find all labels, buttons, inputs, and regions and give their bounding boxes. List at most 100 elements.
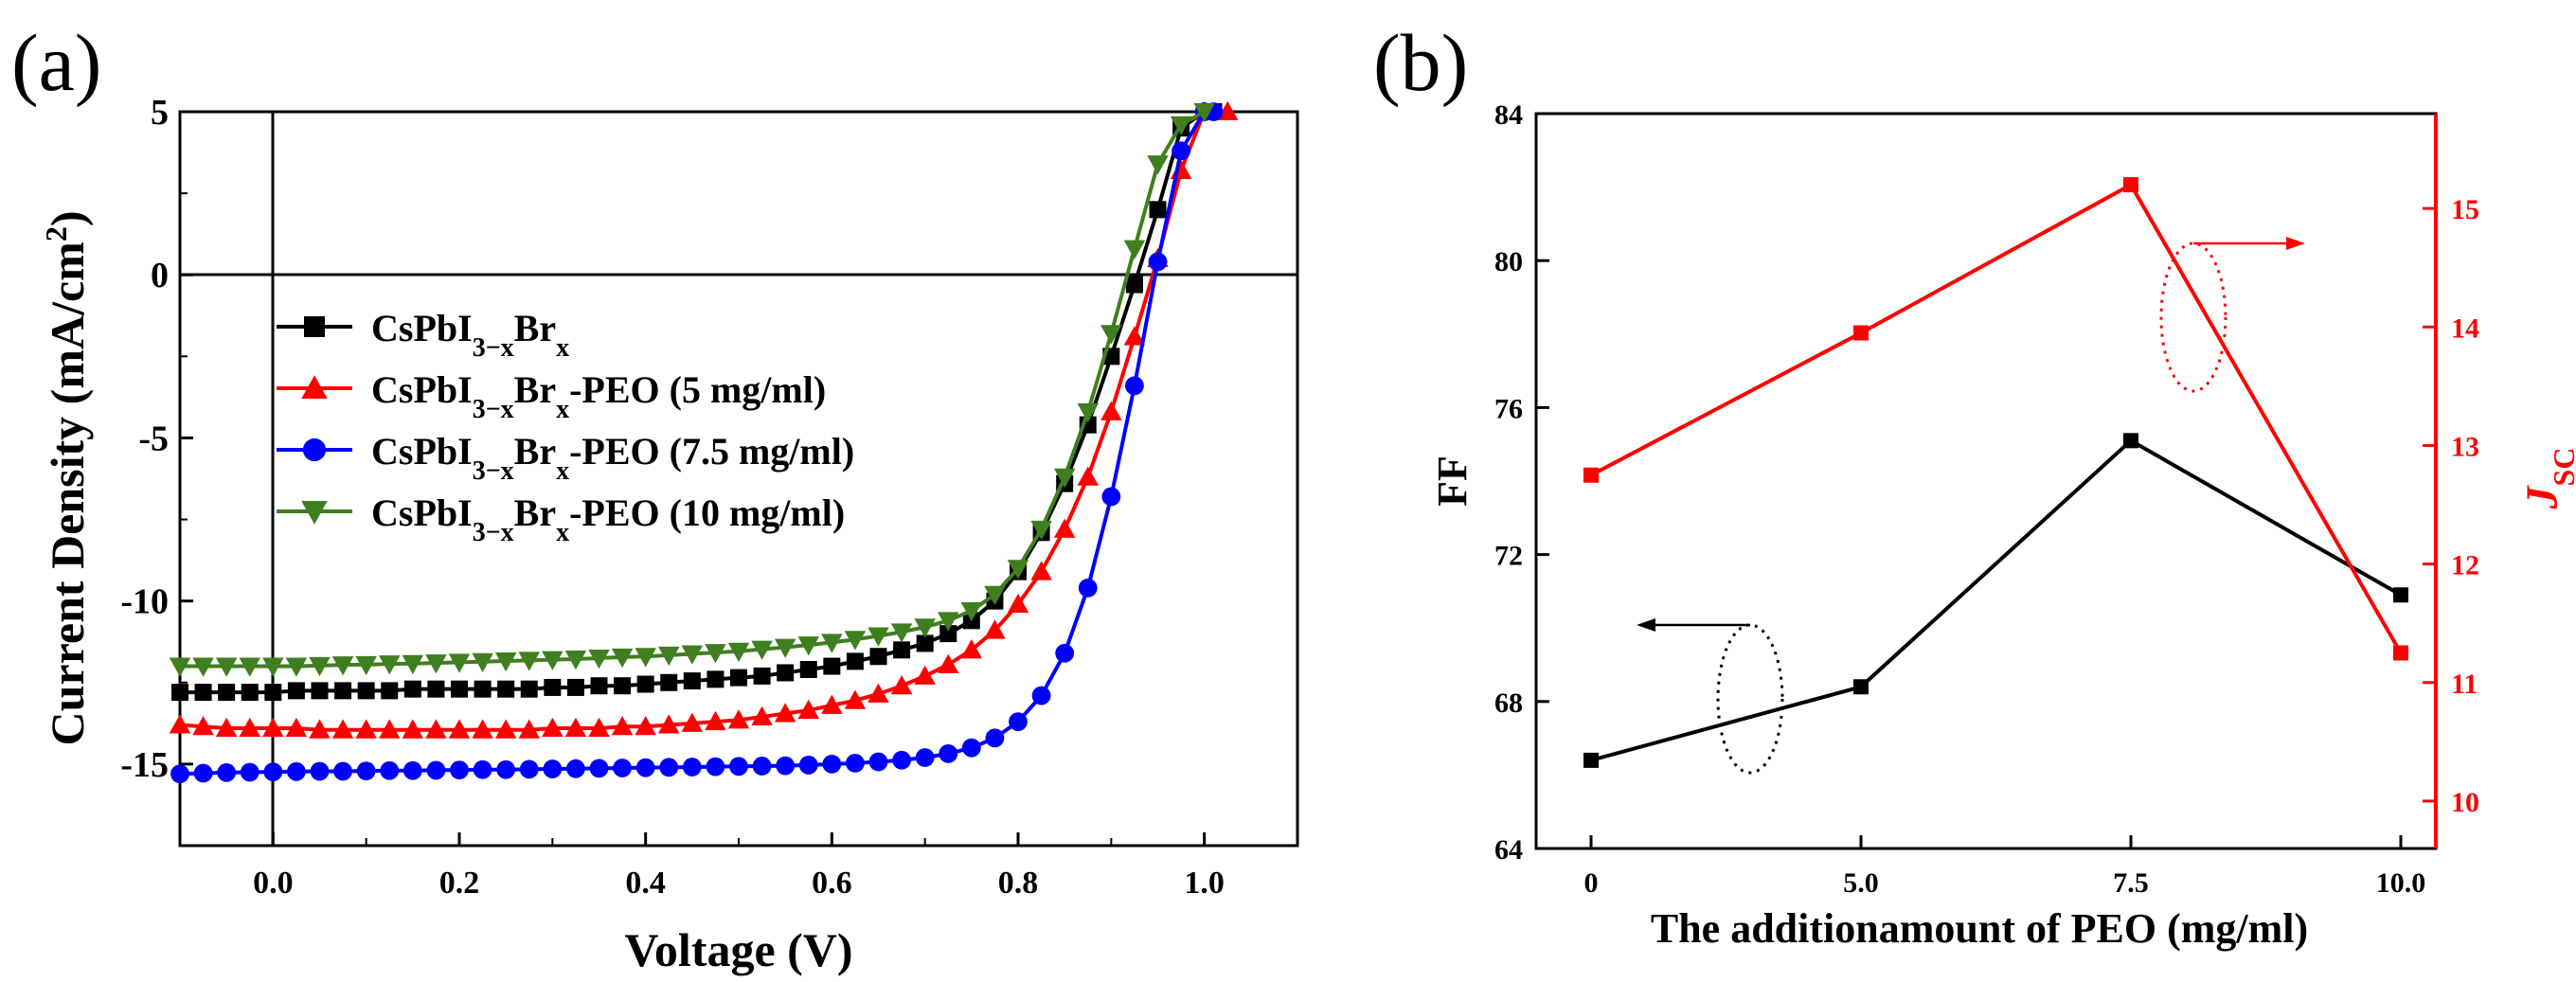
data-point	[333, 761, 352, 781]
data-point	[844, 689, 867, 709]
series-line	[180, 110, 1214, 695]
data-point	[402, 760, 422, 780]
data-point	[170, 764, 189, 784]
series-3	[169, 103, 1215, 677]
data-point	[426, 760, 446, 780]
jsc-dotted-ellipse	[2159, 241, 2227, 393]
data-point	[2123, 177, 2138, 193]
data-point	[494, 719, 517, 739]
data-point	[309, 719, 331, 739]
data-point	[869, 648, 887, 666]
data-point	[564, 650, 587, 670]
y2-tick-label: 12	[2451, 550, 2479, 581]
y2-tick-label: 15	[2451, 194, 2479, 225]
series-line	[179, 110, 1214, 777]
data-point	[660, 673, 678, 691]
legend-label: CsPbI3−xBrx-PEO (10 mg/ml)	[371, 491, 845, 547]
x-tick-label: 0	[1584, 867, 1599, 899]
data-point	[355, 719, 377, 739]
x-tick-label: 7.5	[2113, 867, 2149, 899]
data-point	[194, 684, 212, 702]
data-point	[217, 762, 237, 782]
data-point	[331, 656, 354, 676]
data-point	[682, 758, 702, 777]
data-point	[1172, 141, 1190, 161]
data-point	[497, 680, 515, 698]
panel-b-y2-ticks: 10 11 12 13 14 15	[2423, 194, 2479, 818]
data-point	[681, 645, 704, 665]
data-point	[797, 699, 819, 720]
data-point	[356, 761, 376, 781]
data-point	[961, 738, 981, 758]
data-point	[192, 716, 214, 736]
data-point	[611, 648, 634, 669]
data-point	[520, 680, 538, 698]
y-tick-label: 76	[1494, 393, 1523, 424]
series-line	[1590, 437, 2402, 762]
panel-b-jsc-annotation	[2159, 237, 2305, 393]
data-point	[403, 680, 421, 698]
data-point	[1123, 326, 1146, 346]
data-point	[543, 759, 563, 778]
y2-tick-label: 11	[2451, 669, 2478, 700]
data-point	[239, 657, 260, 677]
data-point	[823, 657, 841, 675]
legend-marker	[301, 501, 328, 525]
data-point	[613, 759, 632, 777]
jsc-arrow-head	[2286, 237, 2305, 250]
y-tick-label: 68	[1494, 687, 1523, 719]
data-point	[1193, 103, 1215, 123]
data-point	[285, 717, 308, 737]
data-point	[614, 677, 632, 695]
data-point	[797, 636, 819, 656]
data-point	[262, 657, 284, 677]
data-point	[636, 675, 654, 693]
legend-marker	[304, 316, 325, 337]
panel-b-x-ticks: 0 5.0 7.5 10.0	[1584, 835, 2425, 899]
data-point	[939, 625, 957, 643]
legend-label: CsPbI3−xBrx-PEO (7.5 mg/ml)	[371, 430, 854, 486]
data-point	[1148, 252, 1168, 272]
panel-a: (a) 0.0 0.2 0.4 0.6 0.8 1.0 5 0 -5 -10 -15 Voltag…	[11, 17, 1299, 976]
panel-a-x-ticks: 0.0 0.2 0.4 0.6 0.8 1.0	[179, 832, 1298, 901]
data-point	[240, 762, 259, 782]
data-point	[496, 759, 516, 779]
data-point	[1009, 712, 1028, 732]
panel-a-y-ticks: 5 0 -5 -10 -15	[120, 93, 193, 847]
data-point	[727, 709, 750, 729]
data-point	[1077, 466, 1099, 486]
data-point	[659, 758, 679, 777]
data-point	[892, 750, 911, 770]
data-point	[473, 759, 492, 779]
data-point	[1217, 100, 1239, 120]
data-point	[2393, 587, 2408, 603]
data-point	[589, 759, 609, 778]
data-point	[448, 653, 471, 673]
data-point	[1101, 487, 1121, 507]
data-point	[262, 717, 284, 737]
panel-a-label: (a)	[11, 17, 101, 108]
legend-label: CsPbI3−xBrx-PEO (5 mg/ml)	[371, 368, 826, 424]
data-point	[169, 714, 191, 734]
data-point	[729, 757, 748, 777]
data-point	[868, 752, 888, 772]
data-point	[706, 757, 725, 777]
data-point	[241, 684, 259, 702]
data-point	[518, 719, 540, 739]
data-point	[822, 754, 842, 774]
panel-b-label: (b)	[1373, 17, 1468, 108]
data-point	[287, 761, 306, 781]
y2-tick-label: 10	[2451, 787, 2479, 818]
data-point	[776, 756, 796, 776]
y-tick-label: 64	[1494, 834, 1523, 866]
panel-b-y-ticks: 64 68 72 76 80 84	[1494, 99, 1549, 866]
x-tick-label: 0.6	[812, 866, 852, 901]
legend-item-1: CsPbI3−xBrx-PEO (5 mg/ml)	[277, 368, 826, 424]
data-point	[960, 602, 983, 622]
data-point	[890, 674, 913, 695]
data-point	[821, 634, 843, 653]
data-point	[402, 719, 424, 739]
data-point	[451, 680, 468, 698]
